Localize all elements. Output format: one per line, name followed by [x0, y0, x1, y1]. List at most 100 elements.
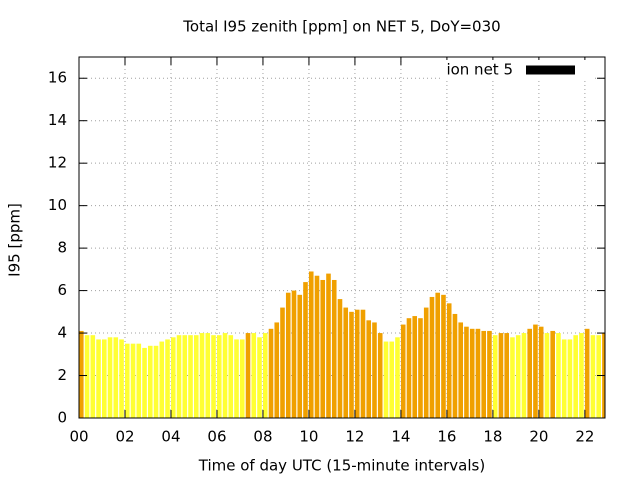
x-tick-label: 16 [437, 428, 456, 446]
y-tick-label: 2 [57, 366, 67, 384]
legend-label: ion net 5 [446, 61, 513, 79]
y-tick-label: 12 [48, 154, 67, 172]
bar [130, 343, 136, 418]
bar [274, 322, 280, 418]
bar [119, 339, 124, 418]
bar [498, 333, 504, 418]
bar [291, 290, 297, 418]
bar [268, 328, 274, 418]
bar [124, 343, 130, 418]
bar [101, 339, 107, 418]
bar [136, 343, 142, 418]
bar [435, 292, 441, 418]
bar [481, 330, 487, 418]
bar [418, 318, 423, 418]
bar [297, 294, 303, 418]
bar [423, 307, 429, 418]
bar [205, 333, 211, 418]
legend-background [443, 60, 593, 80]
bar [464, 326, 469, 418]
bar [412, 316, 418, 418]
x-tick-label: 18 [483, 428, 502, 446]
bar [400, 324, 406, 418]
bar [165, 339, 170, 418]
bar [159, 341, 165, 418]
bar [406, 318, 412, 418]
bar [510, 337, 515, 418]
bar [567, 339, 573, 418]
bar [429, 296, 435, 418]
bar [170, 337, 176, 418]
x-tick-label: 04 [161, 428, 180, 446]
bar [561, 339, 567, 418]
x-tick-label: 22 [575, 428, 594, 446]
x-axis-label: Time of day UTC (15-minute intervals) [198, 457, 485, 475]
chart-title: Total I95 zenith [ppm] on NET 5, DoY=030 [182, 18, 500, 36]
plot-frame [78, 56, 606, 419]
bar [487, 330, 492, 418]
bar [113, 337, 119, 418]
bar [314, 275, 320, 418]
bar [211, 335, 216, 418]
bar [395, 337, 400, 418]
bar [556, 333, 561, 418]
legend: ion net 5 [443, 60, 593, 80]
bar [343, 307, 349, 418]
bar [90, 335, 96, 418]
bar [234, 339, 239, 418]
bar [504, 333, 509, 418]
bar [326, 273, 331, 418]
bar [193, 335, 199, 418]
bar [527, 328, 532, 418]
bar [377, 333, 383, 418]
bar [147, 345, 153, 418]
y-tick-label: 6 [57, 281, 67, 299]
bar [331, 279, 337, 418]
bar [228, 335, 234, 418]
x-tick-label: 08 [253, 428, 272, 446]
bar [142, 347, 147, 418]
bar [469, 328, 475, 418]
bar [257, 337, 262, 418]
bar [176, 335, 182, 418]
y-tick-label: 4 [57, 324, 67, 342]
x-tick-label: 12 [345, 428, 364, 446]
bar [573, 335, 578, 418]
y-axis-label: I95 [ppm] [6, 203, 24, 277]
bar [262, 333, 268, 418]
bar [308, 271, 314, 418]
bar [245, 333, 251, 418]
bar [251, 333, 257, 418]
bar [366, 320, 372, 418]
bar [452, 313, 458, 418]
bar [475, 328, 481, 418]
bar [360, 309, 366, 418]
bar [285, 292, 291, 418]
bar [521, 333, 527, 418]
x-tick-label: 06 [207, 428, 226, 446]
bar [538, 326, 544, 418]
bar [544, 333, 550, 418]
y-tick-label: 16 [48, 69, 67, 87]
bar [584, 328, 590, 418]
bar [458, 322, 464, 418]
bar [239, 339, 245, 418]
bar [96, 339, 101, 418]
bar [550, 330, 555, 418]
y-tick-label: 0 [57, 409, 67, 427]
x-tick-label: 10 [299, 428, 318, 446]
bar [579, 333, 584, 418]
x-tick-label: 00 [69, 428, 88, 446]
bar [446, 303, 452, 418]
x-tick-label: 02 [115, 428, 134, 446]
legend-swatch [526, 65, 575, 75]
bar [79, 330, 84, 418]
bar [182, 335, 188, 418]
bar [320, 279, 326, 418]
bar [107, 337, 113, 418]
bar [372, 322, 377, 418]
bar [84, 335, 90, 418]
y-tick-label: 8 [57, 239, 67, 257]
bar [188, 335, 193, 418]
